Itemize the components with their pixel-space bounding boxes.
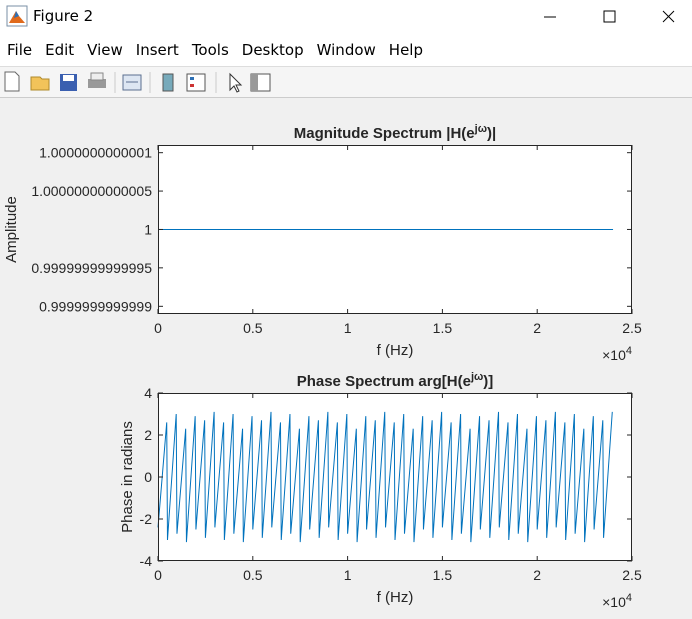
- title-text: Magnitude Spectrum |H(e: [294, 125, 475, 142]
- x-tick-label: 0: [154, 567, 162, 583]
- print-button[interactable]: [88, 72, 106, 88]
- exponent-power: 4: [626, 592, 632, 604]
- menu-bar: File Edit View Insert Tools Desktop Window Help: [0, 33, 692, 66]
- colorbar-button[interactable]: [162, 73, 174, 92]
- x-tick-label: 2.5: [622, 567, 642, 583]
- maximize-button[interactable]: [603, 10, 616, 23]
- window-title: Figure 2: [33, 7, 94, 25]
- y-axis-label: Phase in radians: [119, 421, 136, 533]
- menu-item[interactable]: Edit: [45, 41, 75, 59]
- title-text: )|: [487, 125, 496, 142]
- legend-button[interactable]: [186, 73, 206, 92]
- chart-title: Magnitude Spectrum |H(ejω)|: [294, 123, 496, 142]
- title-text: Phase Spectrum arg[H(e: [297, 373, 471, 390]
- menu-item[interactable]: Help: [388, 41, 423, 59]
- x-tick-label: 1: [344, 320, 352, 336]
- y-tick-label: 4: [144, 385, 152, 401]
- figure: 0 0.5 1 1.5 2 2.5 0.9999999999999 0.99999999999…: [3, 123, 642, 610]
- menu-item[interactable]: Tools: [191, 41, 229, 59]
- title-text: )]: [483, 373, 493, 390]
- y-axis-label: Amplitude: [3, 196, 20, 263]
- x-exponent: ×104: [602, 592, 632, 610]
- x-tick-label: 2: [533, 320, 541, 336]
- toolbar-icons: [4, 71, 271, 93]
- y-tick-label: 1.0000000000001: [39, 145, 152, 161]
- x-tick-label: 2.5: [622, 320, 642, 336]
- line-series: [157, 411, 613, 543]
- exponent-base: ×10: [602, 347, 626, 363]
- y-tick-label: 2: [144, 427, 152, 443]
- menu-item[interactable]: Insert: [135, 41, 179, 59]
- menu-item[interactable]: Desktop: [241, 41, 304, 59]
- x-tick-label: 0.5: [243, 567, 263, 583]
- close-button[interactable]: [662, 10, 675, 23]
- x-tick-label: 0.5: [243, 320, 263, 336]
- property-button[interactable]: [250, 73, 271, 92]
- y-tick-label: 1: [144, 221, 152, 237]
- pointer-button[interactable]: [229, 72, 243, 93]
- save-button[interactable]: [60, 74, 77, 91]
- new-button[interactable]: [4, 71, 20, 92]
- exponent-power: 4: [626, 345, 632, 357]
- title-bar: Figure 2: [0, 0, 692, 33]
- y-tick-label: 0.9999999999999: [39, 298, 152, 314]
- y-tick-label: -4: [140, 553, 153, 569]
- chart-title: Phase Spectrum arg[H(ejω)]: [297, 371, 494, 390]
- x-axis-label: f (Hz): [377, 342, 414, 359]
- app-icon: [6, 5, 28, 27]
- open-button[interactable]: [30, 76, 50, 91]
- link-button[interactable]: [122, 74, 142, 91]
- toolbar: [0, 66, 692, 98]
- y-tick-label: 1.00000000000005: [31, 183, 152, 199]
- x-tick-label: 0: [154, 320, 162, 336]
- x-exponent: ×104: [602, 345, 632, 363]
- y-tick-label: 0: [144, 469, 152, 485]
- y-tick-label: -2: [140, 511, 153, 527]
- x-tick-label: 1.5: [433, 567, 453, 583]
- exponent-base: ×10: [602, 594, 626, 610]
- y-tick-label: 0.99999999999995: [31, 260, 152, 276]
- window-controls: [544, 10, 675, 23]
- x-tick-label: 2: [533, 567, 541, 583]
- menu-item[interactable]: View: [87, 41, 123, 59]
- menu-item[interactable]: File: [7, 41, 33, 59]
- title-superscript: jω: [474, 123, 487, 135]
- menu-item[interactable]: Window: [316, 41, 376, 59]
- x-tick-label: 1: [344, 567, 352, 583]
- title-superscript: jω: [470, 371, 483, 383]
- x-axis-label: f (Hz): [377, 589, 414, 606]
- x-tick-label: 1.5: [433, 320, 453, 336]
